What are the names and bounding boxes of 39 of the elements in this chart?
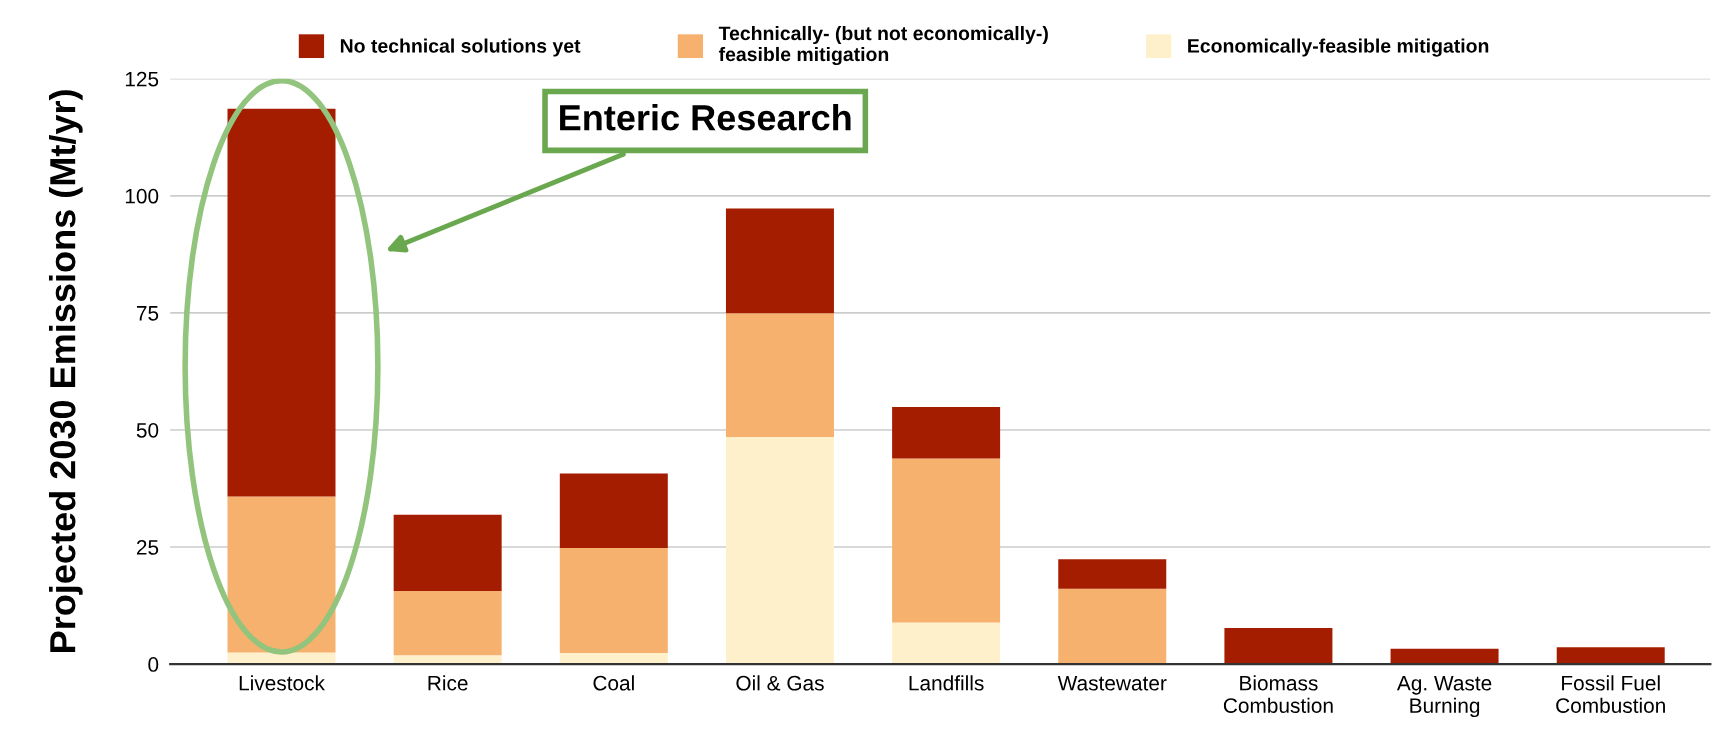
annotation: Enteric Research: [560, 104, 851, 131]
x-tick-label: Fossil Fuel Combustion: [1556, 675, 1665, 713]
x-tick-label: Livestock: [239, 675, 325, 691]
x-tick-label: Wastewater: [1057, 676, 1167, 691]
bar: [725, 313, 834, 437]
x-tick-label: Biomass Combustion: [1223, 675, 1333, 713]
bar: [892, 622, 1001, 665]
x-tick-label: Rice: [428, 675, 468, 691]
y-axis-title: Projected 2030 Emissions (Mt/yr): [48, 90, 83, 652]
bar: [892, 458, 1001, 623]
bar: [1390, 648, 1499, 665]
legend-label: No technical solutions yet: [340, 38, 581, 57]
y-tick-label: 100: [125, 188, 159, 204]
bar: [393, 514, 502, 592]
y-tick-label: 25: [136, 540, 159, 555]
x-tick-label: Oil & Gas: [736, 675, 824, 691]
y-tick-label: 125: [125, 71, 159, 87]
bar: [227, 108, 336, 497]
bar: [393, 655, 502, 665]
bar: [1058, 588, 1167, 665]
bar: [892, 407, 1001, 459]
x-tick-label: Ag. Waste Burning: [1396, 676, 1492, 718]
y-tick-label: 0: [148, 657, 159, 672]
bar: [725, 208, 834, 314]
legend-label: Technically- (but not economically-) feasible mitigation: [718, 25, 1048, 66]
bar: [559, 473, 668, 548]
bar: [559, 547, 668, 653]
bar: [1058, 559, 1167, 589]
bar: [1556, 647, 1665, 665]
bar: [725, 436, 834, 665]
bar: [1224, 628, 1333, 665]
x-tick-label: Coal: [593, 675, 634, 691]
legend-label: Economically-feasible mitigation: [1188, 38, 1489, 57]
bar: [393, 591, 502, 656]
x-tick-label: Landfills: [909, 675, 984, 691]
y-tick-label: 75: [136, 306, 159, 321]
y-tick-label: 50: [136, 422, 159, 438]
bar: [227, 652, 336, 665]
bar: [227, 496, 336, 653]
